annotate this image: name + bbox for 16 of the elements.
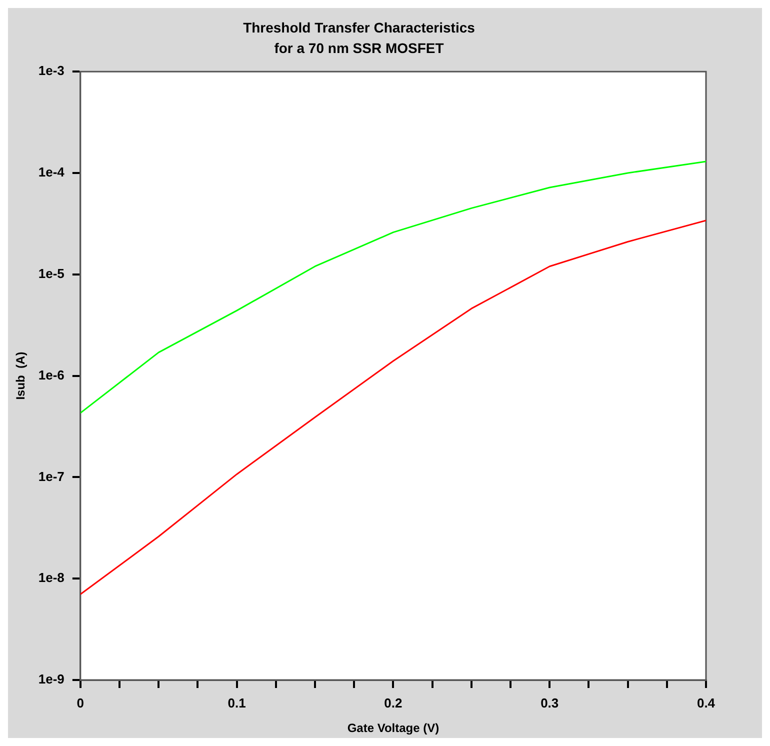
y-tick-label: 1e-4 [38,164,66,180]
y-tick-label: 1e-3 [38,63,64,78]
x-tick-label: 0.4 [696,695,716,710]
x-tick-label: 0 [76,695,84,710]
x-axis-title: Gate Voltage (V) [347,721,440,736]
y-tick-label: 1e-9 [38,672,64,687]
chart-title: Threshold Transfer Characteristics [243,19,476,36]
chart-subtitle: for a 70 nm SSR MOSFET [274,40,444,56]
y-axis-title: Isub (A) [14,352,28,400]
y-tick-label: 1e-8 [38,570,64,586]
x-tick-label: 0.3 [540,695,559,710]
x-tick-label: 0.2 [384,695,402,710]
y-tick-label: 1e-7 [38,468,64,484]
y-tick-label: 1e-5 [38,266,64,281]
y-tick-label: 1e-6 [38,367,64,382]
x-tick-label: 0.1 [228,695,246,710]
